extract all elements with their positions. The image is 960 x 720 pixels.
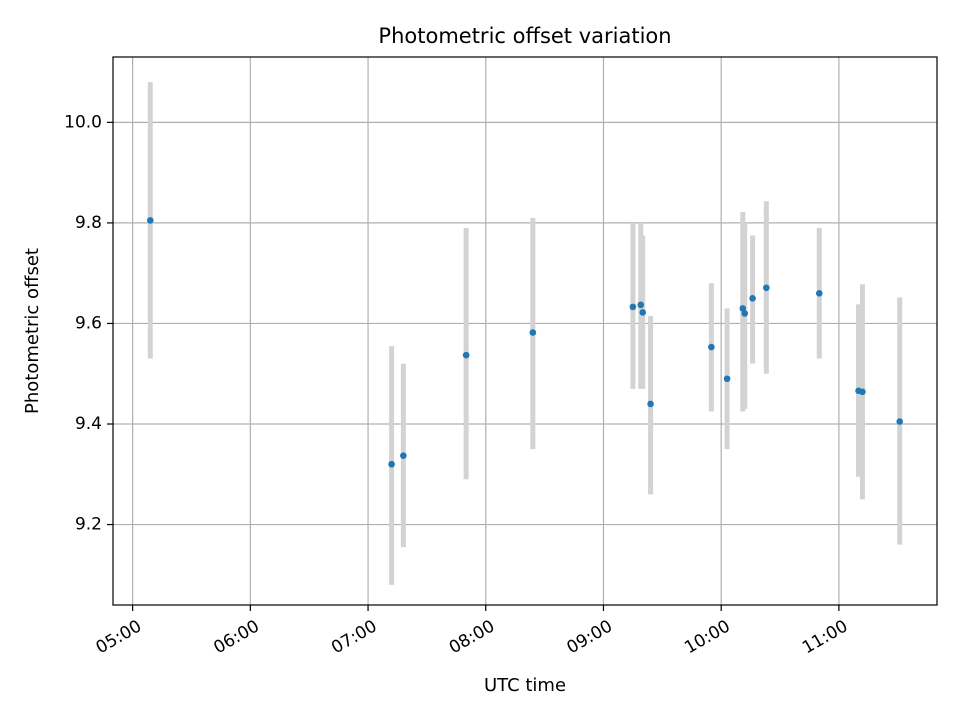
y-tick-label: 9.2 — [75, 515, 102, 535]
ticks: 05:00 06:00 07:00 08:00 09:00 10:00 11:00 9.2 9.… — [64, 112, 851, 658]
x-tick-label: 09:00 — [564, 616, 616, 658]
data-point — [741, 310, 749, 317]
y-tick-label: 10.0 — [64, 112, 102, 132]
data-point — [749, 295, 756, 302]
data-point — [708, 343, 715, 351]
data-point — [388, 460, 395, 468]
x-tick-label: 06:00 — [210, 616, 262, 658]
data-point — [815, 289, 823, 297]
data-point — [529, 329, 537, 336]
y-tick-label: 9.4 — [75, 414, 102, 434]
x-tick-label: 11:00 — [799, 616, 851, 658]
grid — [113, 57, 937, 605]
x-tick-label: 07:00 — [328, 616, 380, 658]
data-point — [400, 452, 407, 459]
x-tick-label: 10:00 — [681, 616, 733, 658]
data-point — [896, 418, 904, 425]
data-point — [146, 217, 154, 224]
data-point — [859, 388, 866, 396]
chart-title: Photometric offset variation — [378, 24, 671, 48]
data-point — [629, 303, 637, 311]
data-point — [647, 400, 654, 408]
x-tick-label: 08:00 — [446, 616, 498, 658]
x-axis-label: UTC time — [484, 675, 566, 696]
data-point — [763, 284, 770, 292]
error-bars — [147, 82, 903, 585]
data-point — [639, 309, 647, 316]
data-point — [637, 301, 645, 309]
data-points — [146, 217, 904, 468]
data-point — [462, 351, 470, 359]
plot-area — [112, 56, 938, 606]
data-point — [723, 375, 731, 383]
data-point — [739, 305, 747, 312]
y-tick-label: 9.8 — [75, 213, 102, 233]
y-axis-label: Photometric offset — [22, 248, 43, 414]
x-tick-label: 05:00 — [93, 616, 145, 658]
y-tick-label: 9.6 — [75, 313, 102, 333]
